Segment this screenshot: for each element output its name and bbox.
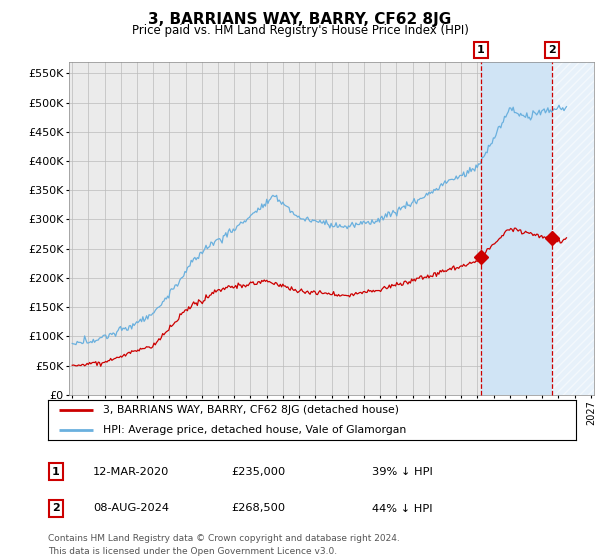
Bar	[481, 62, 594, 395]
Text: 3, BARRIANS WAY, BARRY, CF62 8JG: 3, BARRIANS WAY, BARRY, CF62 8JG	[148, 12, 452, 27]
Text: 1: 1	[52, 466, 59, 477]
Text: 2: 2	[548, 45, 556, 55]
Text: 3, BARRIANS WAY, BARRY, CF62 8JG (detached house): 3, BARRIANS WAY, BARRY, CF62 8JG (detach…	[103, 405, 400, 415]
Text: £235,000: £235,000	[231, 466, 285, 477]
Text: 44% ↓ HPI: 44% ↓ HPI	[372, 503, 433, 514]
Text: 1: 1	[476, 45, 484, 55]
Text: 12-MAR-2020: 12-MAR-2020	[93, 466, 169, 477]
Text: Contains HM Land Registry data © Crown copyright and database right 2024.
This d: Contains HM Land Registry data © Crown c…	[48, 534, 400, 556]
Text: £268,500: £268,500	[231, 503, 285, 514]
Text: HPI: Average price, detached house, Vale of Glamorgan: HPI: Average price, detached house, Vale…	[103, 425, 407, 435]
Text: 2: 2	[52, 503, 59, 514]
Text: Price paid vs. HM Land Registry's House Price Index (HPI): Price paid vs. HM Land Registry's House …	[131, 24, 469, 37]
Text: 08-AUG-2024: 08-AUG-2024	[93, 503, 169, 514]
Bar	[552, 62, 594, 395]
Text: 39% ↓ HPI: 39% ↓ HPI	[372, 466, 433, 477]
